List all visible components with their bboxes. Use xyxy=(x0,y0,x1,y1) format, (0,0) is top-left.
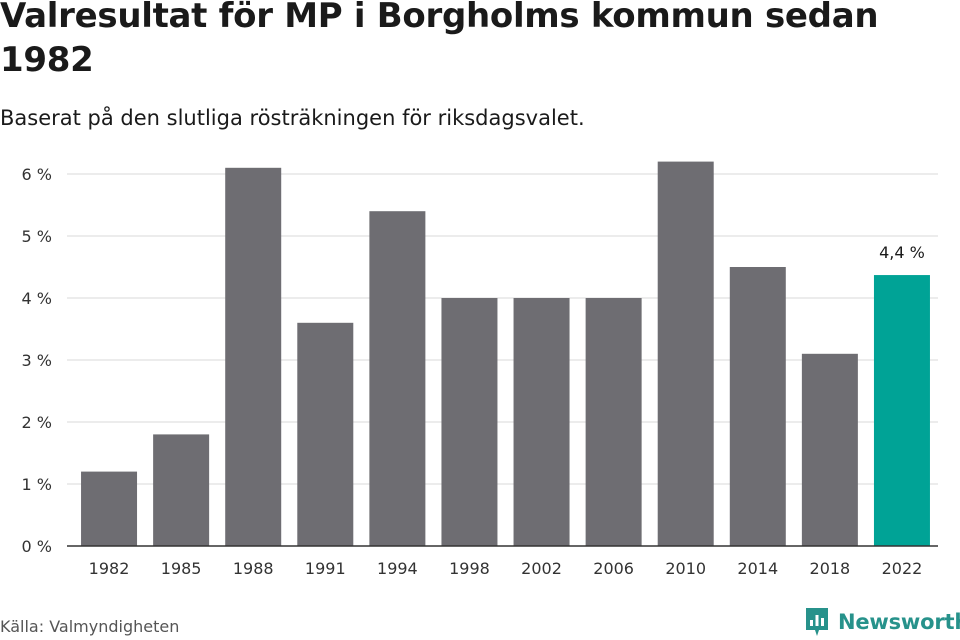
x-tick-label: 2018 xyxy=(810,559,851,578)
y-tick-label: 6 % xyxy=(22,165,52,184)
x-tick-label: 1994 xyxy=(377,559,418,578)
y-tick-label: 0 % xyxy=(22,537,52,556)
x-tick-label: 1988 xyxy=(233,559,274,578)
newsworthy-logo: Newsworthy xyxy=(804,606,960,638)
y-tick-label: 4 % xyxy=(22,289,52,308)
chart-subtitle: Baserat på den slutliga rösträkningen fö… xyxy=(0,106,585,130)
bar-1998 xyxy=(441,298,498,546)
x-tick-label: 2006 xyxy=(593,559,634,578)
x-tick-label: 2002 xyxy=(521,559,562,578)
bar-2014 xyxy=(729,267,786,546)
bar-2006 xyxy=(585,298,642,546)
y-tick-label: 2 % xyxy=(22,413,52,432)
x-tick-label: 2014 xyxy=(737,559,778,578)
bar-2018 xyxy=(801,353,858,546)
x-tick-label: 1998 xyxy=(449,559,490,578)
bar-1988 xyxy=(225,167,282,547)
y-tick-label: 5 % xyxy=(22,227,52,246)
chart-title: Valresultat för MP i Borgholms kommun se… xyxy=(0,0,879,80)
bar-1985 xyxy=(153,434,210,546)
x-tick-label: 1991 xyxy=(305,559,346,578)
x-tick-label: 1982 xyxy=(89,559,130,578)
bar-1991 xyxy=(297,322,354,546)
x-tick-label: 2010 xyxy=(665,559,706,578)
bar-2002 xyxy=(513,298,570,546)
y-tick-label: 3 % xyxy=(22,351,52,370)
source-note: Källa: Valmyndigheten xyxy=(0,617,180,636)
newsworthy-logo-icon xyxy=(806,608,828,636)
x-tick-label: 2022 xyxy=(882,559,923,578)
brand-name: Newsworthy xyxy=(838,610,960,634)
x-tick-label: 1985 xyxy=(161,559,202,578)
bar-2010 xyxy=(657,161,714,546)
bar-2022 xyxy=(873,275,930,546)
data-label: 4,4 % xyxy=(879,243,925,262)
bar-1982 xyxy=(81,471,138,546)
bar-1994 xyxy=(369,211,426,546)
bar-chart: 0 % 1 % 2 % 3 % 4 % 5 % 6 % 1982 1985 1988 1991 199… xyxy=(22,161,938,578)
y-tick-label: 1 % xyxy=(22,475,52,494)
